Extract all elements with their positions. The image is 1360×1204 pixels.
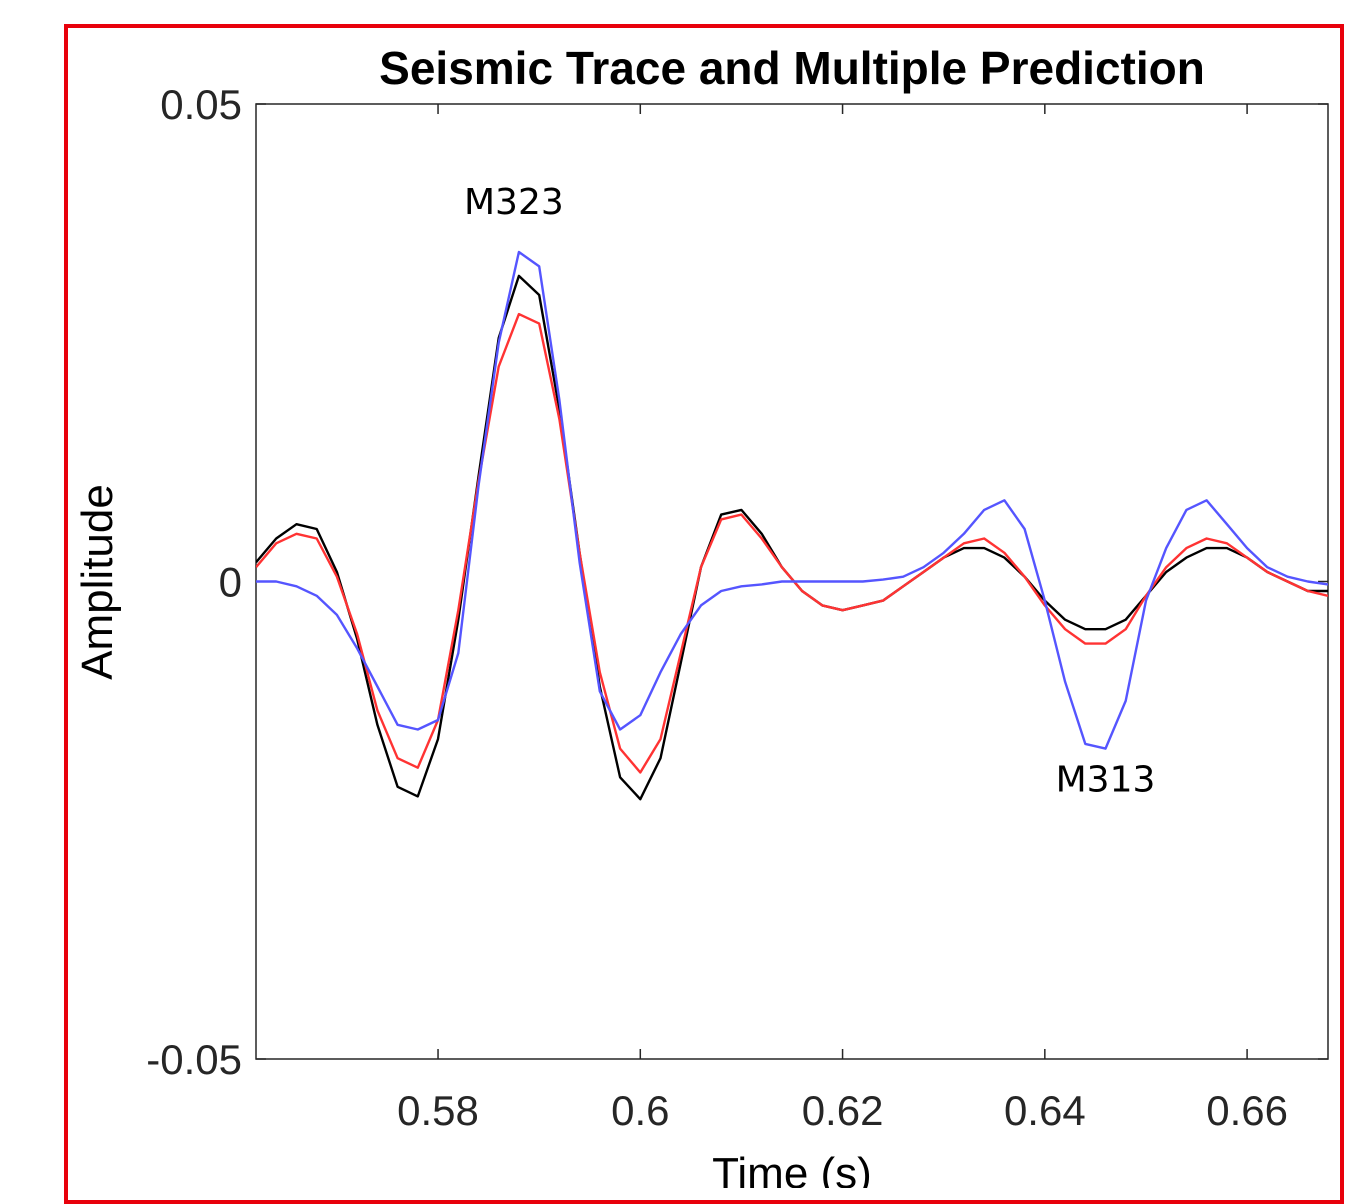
series-line-3	[256, 250, 1328, 750]
x-tick-label: 0.6	[611, 1087, 669, 1134]
annotation-label: M323	[464, 182, 564, 223]
y-tick-label: 0	[219, 559, 242, 606]
x-tick-label: 0.66	[1206, 1087, 1288, 1134]
x-tick-label: 0.58	[397, 1087, 479, 1134]
plot-area	[255, 103, 1329, 1060]
x-tick-label: 0.64	[1004, 1087, 1086, 1134]
annotation-label: M313	[1056, 760, 1156, 801]
x-axis-label: Time (s)	[712, 1149, 872, 1188]
y-tick-label: 0.05	[160, 81, 242, 128]
x-tick-label: 0.62	[802, 1087, 884, 1134]
chart-title: Seismic Trace and Multiple Prediction	[379, 42, 1205, 94]
y-axis-label: Amplitude	[73, 484, 122, 680]
y-tick-label: -0.05	[146, 1036, 242, 1083]
